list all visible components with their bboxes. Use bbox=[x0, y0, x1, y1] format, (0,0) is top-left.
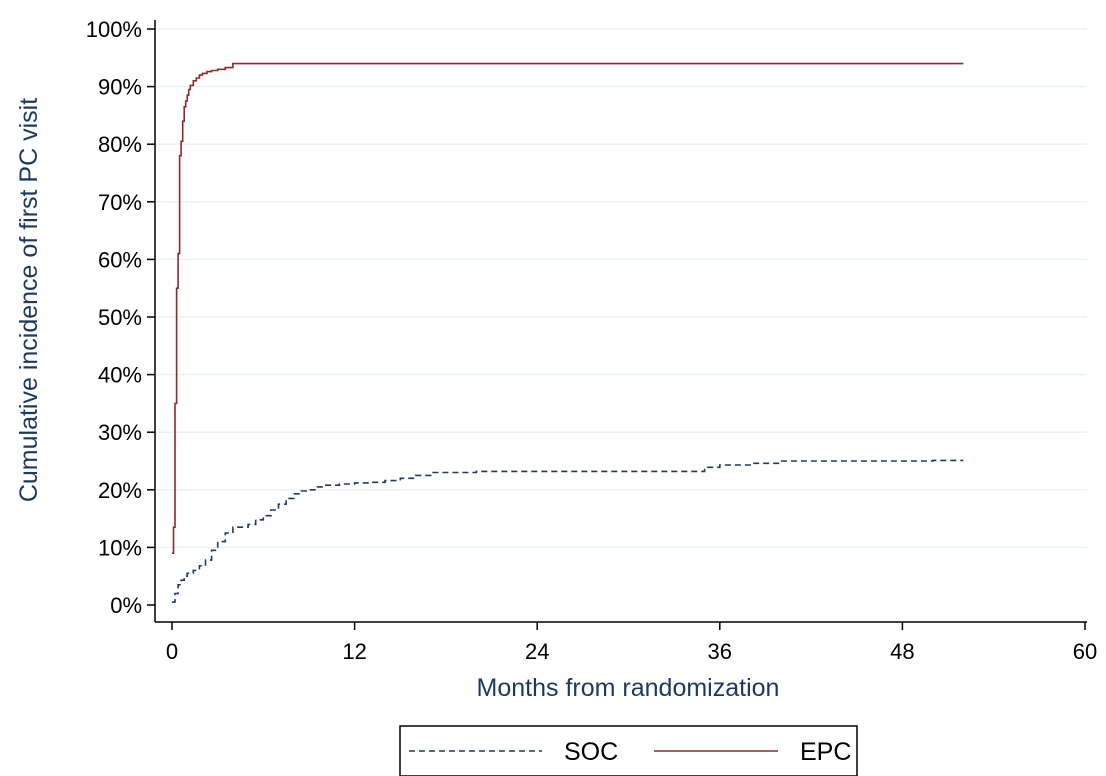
series-line-soc bbox=[172, 459, 964, 603]
series-group bbox=[172, 62, 964, 603]
legend-label-soc: SOC bbox=[564, 738, 618, 766]
grid-lines bbox=[155, 28, 1087, 549]
y-tick-label: 60% bbox=[98, 247, 142, 272]
legend-box bbox=[399, 725, 858, 776]
series-line-epc bbox=[172, 62, 964, 554]
x-tick-label: 36 bbox=[708, 639, 732, 664]
x-tick-label: 0 bbox=[166, 639, 178, 664]
y-axis-ticks: 0% 10% 20% 30% 40% 50% 60% 70% 80% 90% 100% bbox=[86, 17, 155, 618]
y-tick-label: 90% bbox=[98, 75, 142, 100]
legend-label-epc: EPC bbox=[800, 738, 851, 766]
legend: SOC EPC bbox=[399, 725, 858, 776]
y-tick-label: 50% bbox=[98, 305, 142, 330]
x-tick-label: 60 bbox=[1073, 639, 1097, 664]
y-tick-label: 0% bbox=[110, 593, 142, 618]
y-tick-label: 100% bbox=[86, 17, 142, 42]
y-tick-label: 80% bbox=[98, 132, 142, 157]
x-axis-ticks: 0 12 24 36 48 60 bbox=[166, 622, 1097, 664]
y-axis-title: Cumulative incidence of first PC visit bbox=[15, 98, 43, 502]
y-tick-label: 40% bbox=[98, 363, 142, 388]
y-tick-label: 10% bbox=[98, 535, 142, 560]
y-tick-label: 20% bbox=[98, 478, 142, 503]
y-tick-label: 30% bbox=[98, 420, 142, 445]
x-tick-label: 24 bbox=[525, 639, 549, 664]
x-tick-label: 12 bbox=[342, 639, 366, 664]
y-tick-label: 70% bbox=[98, 190, 142, 215]
x-axis-title: Months from randomization bbox=[477, 674, 780, 702]
x-tick-label: 48 bbox=[890, 639, 914, 664]
